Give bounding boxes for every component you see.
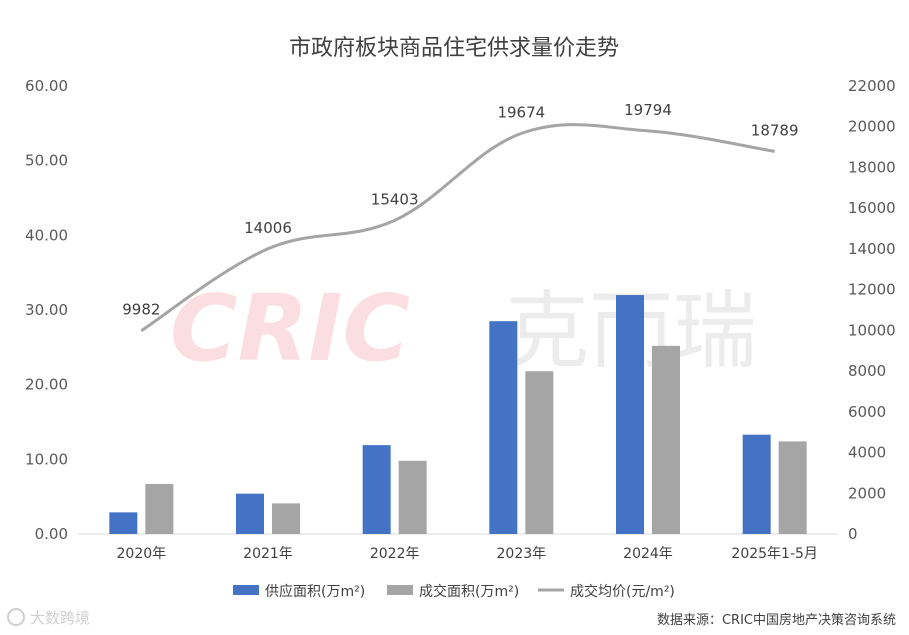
legend-swatch-supply bbox=[233, 585, 259, 595]
x-axis-tick: 2023年 bbox=[497, 546, 547, 562]
left-axis-tick: 0.00 bbox=[35, 525, 68, 543]
x-axis-tick: 2021年 bbox=[243, 546, 293, 562]
x-axis-tick: 2022年 bbox=[370, 546, 420, 562]
deal-bar bbox=[652, 345, 680, 534]
price-data-label: 15403 bbox=[371, 190, 419, 208]
x-axis-ticks: 2020年 2021年 2022年 2023年 2024年 2025年1-5月 bbox=[117, 546, 818, 562]
price-line bbox=[140, 123, 775, 332]
chart-title: 市政府板块商品住宅供求量价走势 bbox=[289, 36, 619, 61]
corner-logo-icon bbox=[7, 608, 25, 626]
left-y-axis: 0.00 10.00 20.00 30.00 40.00 50.00 60.00 bbox=[25, 77, 68, 543]
right-axis-tick: 20000 bbox=[848, 118, 896, 136]
right-axis-tick: 2000 bbox=[848, 484, 886, 502]
legend-label-deal: 成交面积(万m²) bbox=[419, 583, 519, 600]
price-data-label: 9982 bbox=[122, 301, 160, 319]
legend: 供应面积(万m²) 成交面积(万m²) 成交均价(元/m²) bbox=[233, 583, 675, 600]
right-axis-tick: 16000 bbox=[848, 199, 896, 217]
price-data-label: 14006 bbox=[244, 219, 292, 237]
right-axis-tick: 4000 bbox=[848, 444, 886, 462]
right-axis-tick: 0 bbox=[848, 525, 858, 543]
supply-bar bbox=[616, 295, 644, 534]
legend-label-price: 成交均价(元/m²) bbox=[570, 583, 675, 600]
left-axis-tick: 20.00 bbox=[25, 376, 68, 394]
supply-bar bbox=[362, 445, 391, 534]
x-axis-tick: 2024年 bbox=[623, 546, 673, 562]
legend-swatch-deal bbox=[387, 585, 413, 595]
deal-bar bbox=[778, 441, 807, 534]
source-note: 数据来源：CRIC中国房地产决策咨询系统 bbox=[657, 612, 896, 628]
left-axis-tick: 50.00 bbox=[25, 152, 68, 170]
supply-bar bbox=[742, 434, 771, 534]
legend-label-supply: 供应面积(万m²) bbox=[265, 583, 365, 600]
right-axis-tick: 8000 bbox=[848, 362, 886, 380]
left-axis-tick: 40.00 bbox=[25, 226, 68, 244]
left-axis-tick: 60.00 bbox=[25, 77, 68, 95]
deal-bar bbox=[398, 460, 427, 534]
x-axis-tick: 2020年 bbox=[117, 546, 167, 562]
right-axis-tick: 18000 bbox=[848, 158, 896, 176]
deal-bar bbox=[145, 483, 174, 534]
corner-logo: 大数跨境 bbox=[7, 608, 90, 627]
x-axis-tick: 2025年1-5月 bbox=[731, 546, 818, 562]
right-axis-tick: 6000 bbox=[848, 403, 886, 421]
bars-group bbox=[109, 295, 807, 534]
price-data-labels: 9982 14006 15403 19674 19794 18789 bbox=[122, 101, 798, 319]
right-axis-tick: 10000 bbox=[848, 321, 896, 339]
deal-bar bbox=[272, 503, 300, 534]
price-data-label: 19794 bbox=[624, 101, 672, 119]
right-axis-tick: 12000 bbox=[848, 281, 896, 299]
right-y-axis: 0 2000 4000 6000 8000 10000 12000 14000 16000 180… bbox=[848, 77, 896, 543]
price-line-group bbox=[140, 123, 775, 332]
price-data-label: 18789 bbox=[751, 121, 799, 139]
svg-text:CRIC: CRIC bbox=[170, 275, 410, 382]
corner-logo-text: 大数跨境 bbox=[30, 609, 90, 627]
price-data-label: 19674 bbox=[497, 103, 545, 121]
right-axis-tick: 22000 bbox=[848, 77, 896, 95]
right-axis-tick: 14000 bbox=[848, 240, 896, 258]
left-axis-tick: 30.00 bbox=[25, 301, 68, 319]
supply-bar bbox=[109, 512, 138, 534]
left-axis-tick: 10.00 bbox=[25, 450, 68, 468]
supply-bar bbox=[489, 321, 518, 534]
deal-bar bbox=[525, 371, 554, 534]
supply-bar bbox=[236, 493, 264, 534]
